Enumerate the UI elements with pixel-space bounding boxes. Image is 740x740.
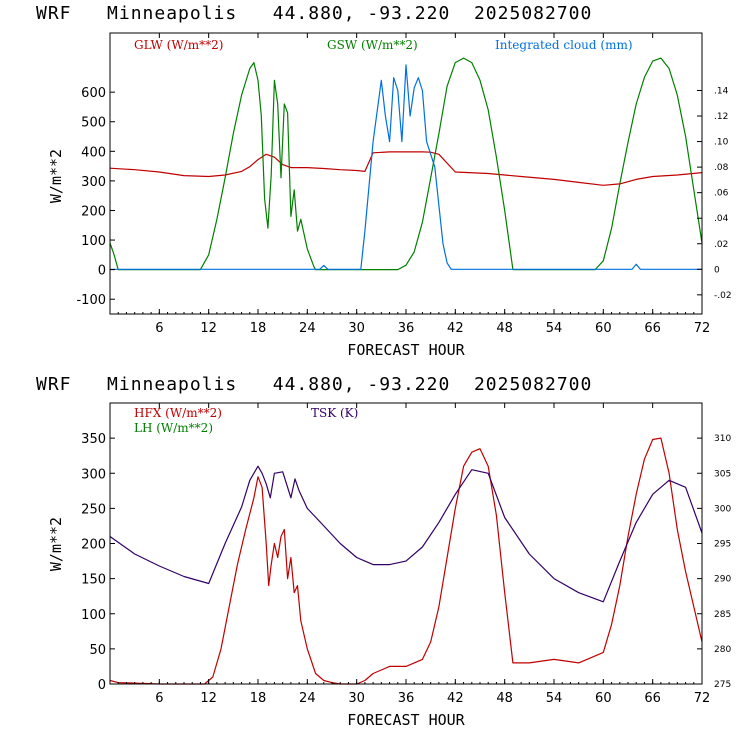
chart-top-xtick-label: 30	[348, 321, 365, 336]
chart-top-xtick-label: 24	[299, 321, 316, 336]
chart-top-xtick-label: 66	[644, 321, 661, 336]
chart-bottom-ticks: 6 12 18 24 30 36 42 48 54 60 66 72 0 50 100 150 200 250 30…	[81, 403, 731, 706]
chart-top-xtick-label: 48	[496, 321, 513, 336]
chart-top-ytick-label: 200	[81, 204, 106, 219]
chart-bottom-xtick-label: 6	[155, 691, 163, 706]
chart-top-y2tick-label: .08	[714, 163, 729, 173]
chart-bottom-xtick-label: 18	[250, 691, 267, 706]
chart-top-ytick-label: 0	[98, 264, 106, 279]
chart-bottom-ytick-label: 250	[81, 502, 106, 517]
chart-bottom-y2tick-label: 295	[714, 540, 731, 550]
chart-bottom-xtick-label: 30	[348, 691, 365, 706]
chart-top-y2tick-label: .14	[714, 86, 729, 96]
chart-top-series-line-1	[109, 57, 703, 271]
chart-top-ytick-label: -100	[76, 293, 106, 308]
chart-bottom-legend-lh: LH (W/m**2)	[134, 421, 213, 435]
chart-bottom-xtick-label: 66	[644, 691, 661, 706]
chart-bottom-xtick-label: 42	[447, 691, 464, 706]
chart-top-y2tick-label: .10	[714, 138, 729, 148]
chart-bottom-ytick-label: 350	[81, 432, 106, 447]
chart-bottom-ytick-label: 0	[98, 678, 106, 693]
chart-top-ytick-label: 400	[81, 145, 106, 160]
chart-top-xtick-label: 18	[250, 321, 267, 336]
chart-top-legend-glw: GLW (W/m**2)	[134, 38, 223, 52]
chart-top-y2tick-label: .04	[714, 214, 729, 224]
chart-top-legend-gsw: GSW (W/m**2)	[327, 38, 418, 52]
chart-top-y2tick-label: .12	[714, 112, 728, 122]
chart-top-series	[109, 57, 703, 271]
chart-top-ytick-label: 500	[81, 116, 106, 131]
chart-top-ytick-label: 600	[81, 86, 106, 101]
chart-top-y2tick-label: -.02	[714, 291, 732, 301]
chart-bottom-ylabel: W/m**2	[47, 517, 65, 571]
chart-top-y2tick-label: 0	[714, 265, 720, 275]
chart-top-xtick-label: 6	[155, 321, 163, 336]
chart-bottom-series-line-0	[109, 437, 703, 685]
chart-bottom-xtick-label: 36	[398, 691, 415, 706]
chart-top-xlabel: FORECAST HOUR	[347, 341, 465, 359]
chart-bottom-legend-tsk: TSK (K)	[311, 406, 358, 420]
chart-bottom-y2tick-label: 305	[714, 469, 731, 479]
chart-top-ticks: 6 12 18 24 30 36 42 48 54 60 66 72 -100 0 100 200 300 400…	[76, 33, 732, 336]
chart-bottom-series-line-2	[109, 465, 703, 603]
chart-top-title: WRF Minneapolis 44.880, -93.220 20250827…	[36, 3, 592, 24]
chart-bottom-xlabel: FORECAST HOUR	[347, 711, 465, 729]
chart-bottom-ytick-label: 100	[81, 608, 106, 623]
chart-top-series-line-0	[109, 151, 703, 186]
chart-top-ytick-label: 100	[81, 234, 106, 249]
chart-bottom-ytick-label: 50	[89, 643, 106, 658]
chart-top-ylabel: W/m**2	[47, 149, 65, 203]
chart-top-xtick-label: 72	[694, 321, 711, 336]
chart-bottom-y2tick-label: 290	[714, 575, 731, 585]
chart-bottom-y2tick-label: 285	[714, 610, 731, 620]
chart-bottom-ytick-label: 150	[81, 573, 106, 588]
chart-top: WRF Minneapolis 44.880, -93.220 20250827…	[36, 3, 732, 359]
chart-top-ytick-label: 300	[81, 175, 106, 190]
chart-bottom: WRF Minneapolis 44.880, -93.220 20250827…	[36, 374, 731, 729]
chart-bottom-xtick-label: 48	[496, 691, 513, 706]
chart-bottom-title: WRF Minneapolis 44.880, -93.220 20250827…	[36, 374, 592, 395]
chart-bottom-xtick-label: 72	[694, 691, 711, 706]
chart-bottom-legend-hfx: HFX (W/m**2)	[134, 406, 222, 420]
chart-bottom-y2tick-label: 280	[714, 645, 731, 655]
chart-top-xtick-label: 42	[447, 321, 464, 336]
chart-bottom-ytick-label: 300	[81, 467, 106, 482]
chart-top-xtick-label: 12	[200, 321, 217, 336]
chart-bottom-y2tick-label: 310	[714, 434, 731, 444]
chart-bottom-series	[109, 437, 703, 685]
chart-top-y2tick-label: .02	[714, 240, 728, 250]
chart-bottom-xtick-label: 12	[200, 691, 217, 706]
chart-bottom-xtick-label: 60	[595, 691, 612, 706]
chart-top-xtick-label: 36	[398, 321, 415, 336]
chart-top-xtick-label: 54	[546, 321, 563, 336]
chart-top-series-line-2	[110, 64, 702, 270]
chart-bottom-y2tick-label: 275	[714, 680, 731, 690]
chart-top-xtick-label: 60	[595, 321, 612, 336]
chart-top-legend-cloud: Integrated cloud (mm)	[495, 38, 633, 52]
chart-bottom-y2tick-label: 300	[714, 504, 731, 514]
chart-bottom-ytick-label: 200	[81, 538, 106, 553]
chart-bottom-xtick-label: 54	[546, 691, 563, 706]
chart-bottom-xtick-label: 24	[299, 691, 316, 706]
chart-top-y2tick-label: .06	[714, 189, 729, 199]
